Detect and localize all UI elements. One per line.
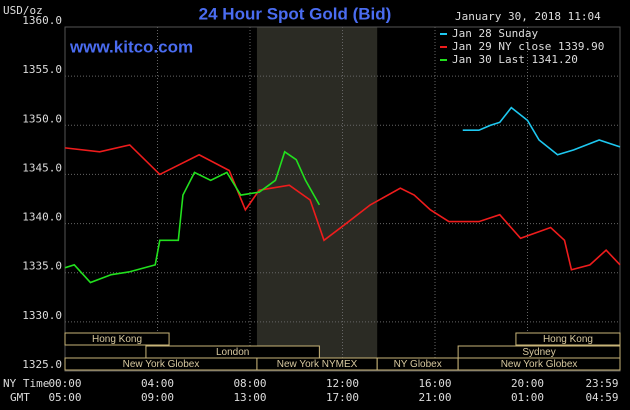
legend-label: Jan 28 Sunday xyxy=(452,27,538,40)
y-tick-label: 1325.0 xyxy=(22,358,62,371)
x2-tick-label: 09:00 xyxy=(141,391,174,404)
session-label: Hong Kong xyxy=(92,334,142,345)
x-row-label: NY Time xyxy=(3,377,49,390)
plot-border xyxy=(64,26,621,372)
x2-tick-label: 05:00 xyxy=(48,391,81,404)
x2-tick-label: 17:00 xyxy=(326,391,359,404)
chart-title: 24 Hour Spot Gold (Bid) xyxy=(199,4,392,23)
x-tick-label: 12:00 xyxy=(326,377,359,390)
session-label: Sydney xyxy=(522,347,555,358)
y-tick-label: 1345.0 xyxy=(22,161,62,174)
session-box xyxy=(64,332,170,346)
x-tick-label: 04:00 xyxy=(141,377,174,390)
x-tick-label: 16:00 xyxy=(418,377,451,390)
price-line xyxy=(64,144,621,271)
shaded-range xyxy=(256,27,378,371)
x2-row-label: GMT xyxy=(10,391,30,404)
y-tick-label: 1360.0 xyxy=(22,14,62,27)
website: www.kitco.com xyxy=(69,37,193,56)
session-box xyxy=(515,332,621,346)
legend-label: Jan 29 NY close 1339.90 xyxy=(452,40,604,53)
x2-tick-label: 21:00 xyxy=(418,391,451,404)
price-line xyxy=(64,150,321,284)
y-tick-label: 1340.0 xyxy=(22,211,62,224)
y-tick-label: 1355.0 xyxy=(22,63,62,76)
x-tick-label: 08:00 xyxy=(233,377,266,390)
y-axis-label: USD/oz xyxy=(3,4,43,17)
y-tick-label: 1330.0 xyxy=(22,309,62,322)
price-line xyxy=(462,106,621,156)
session-label: Hong Kong xyxy=(543,334,593,345)
session-label: London xyxy=(216,347,249,358)
legend-label: Jan 30 Last 1341.20 xyxy=(452,53,578,66)
x-tick-label: 23:59 xyxy=(585,377,618,390)
x-tick-label: 20:00 xyxy=(511,377,544,390)
session-label: New York Globex xyxy=(123,359,200,370)
y-tick-label: 1335.0 xyxy=(22,260,62,273)
x2-tick-label: 13:00 xyxy=(233,391,266,404)
y-tick-label: 1350.0 xyxy=(22,112,62,125)
x-tick-label: 00:00 xyxy=(48,377,81,390)
x2-tick-label: 01:00 xyxy=(511,391,544,404)
session-label: New York Globex xyxy=(501,359,578,370)
session-box xyxy=(457,357,621,371)
timestamp: January 30, 2018 11:04 xyxy=(455,10,601,23)
session-label: NY Globex xyxy=(394,359,442,370)
session-label: New York NYMEX xyxy=(277,359,358,370)
x2-tick-label: 04:59 xyxy=(585,391,618,404)
